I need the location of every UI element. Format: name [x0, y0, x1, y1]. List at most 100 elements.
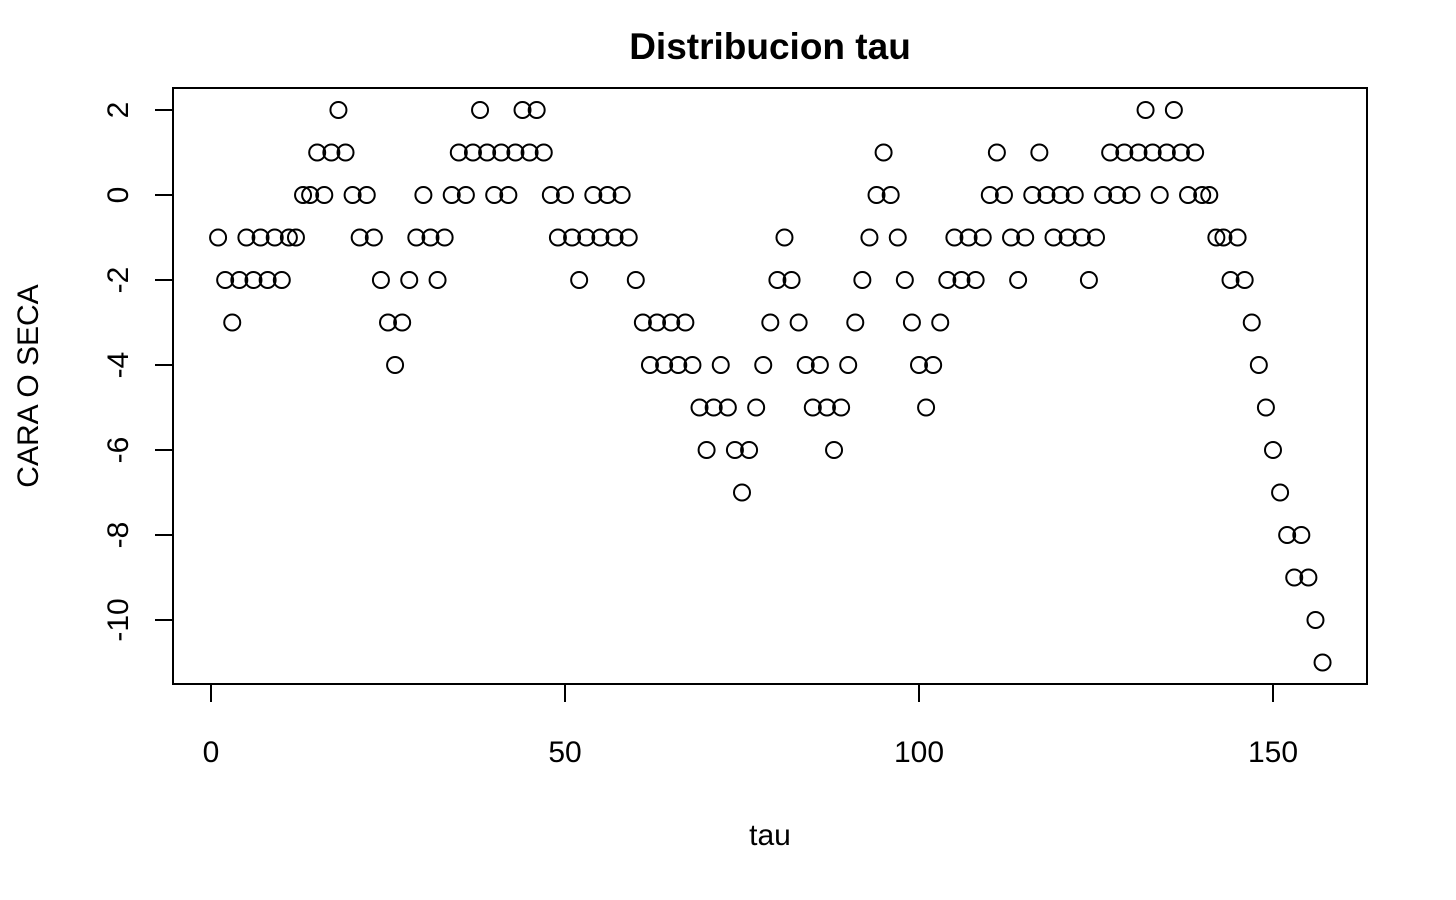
data-point [697, 441, 716, 459]
data-point [952, 271, 971, 289]
data-point [294, 186, 313, 204]
chart-title: Distribucion tau [629, 26, 911, 67]
data-point [286, 228, 305, 247]
data-point [527, 101, 546, 119]
data-point [1058, 228, 1077, 247]
data-point [499, 186, 518, 204]
data-point [492, 143, 511, 162]
x-tick-label: 150 [1248, 736, 1298, 769]
data-point [584, 186, 603, 204]
data-point [1171, 143, 1190, 162]
data-point [279, 228, 298, 247]
y-axis-label: CARA O SECA [12, 284, 45, 487]
data-point [1221, 271, 1240, 289]
data-point [570, 271, 589, 289]
data-point [931, 313, 950, 332]
data-point [1044, 228, 1063, 247]
data-point [725, 441, 744, 459]
data-point [1285, 568, 1304, 587]
data-point [860, 228, 879, 247]
data-point [796, 356, 815, 374]
data-point [1256, 398, 1275, 417]
data-point [945, 228, 964, 247]
data-point [308, 143, 327, 162]
data-point [386, 356, 405, 374]
data-point [485, 186, 504, 204]
data-point [1164, 101, 1183, 119]
data-point [258, 271, 277, 289]
data-point [343, 186, 362, 204]
data-point [966, 271, 985, 289]
data-point [888, 228, 907, 247]
y-tick-label: -2 [102, 267, 135, 294]
data-point [1122, 186, 1141, 204]
data-point [881, 186, 900, 204]
data-point [244, 271, 263, 289]
data-point [414, 186, 433, 204]
data-point [839, 356, 858, 374]
data-point [619, 228, 638, 247]
data-point [230, 271, 249, 289]
data-point [662, 313, 681, 332]
data-point [704, 398, 723, 417]
data-point [329, 101, 348, 119]
data-point [740, 441, 759, 459]
data-point [1214, 228, 1233, 247]
data-point [803, 398, 822, 417]
data-point [718, 398, 737, 417]
data-point [478, 143, 497, 162]
data-point [1193, 186, 1212, 204]
data-point [506, 143, 525, 162]
data-point [761, 313, 780, 332]
data-point [987, 143, 1006, 162]
data-point [428, 271, 447, 289]
data-point [1313, 653, 1332, 672]
data-point [1235, 271, 1254, 289]
data-point [1242, 313, 1261, 332]
data-point [1186, 143, 1205, 162]
data-point [1143, 143, 1162, 162]
data-point [421, 228, 440, 247]
data-point [1150, 186, 1169, 204]
y-tick-label: -8 [102, 522, 135, 549]
data-point [1101, 143, 1120, 162]
data-point [612, 186, 631, 204]
data-point [371, 271, 390, 289]
data-point [463, 143, 482, 162]
data-point [867, 186, 886, 204]
x-tick-label: 50 [548, 736, 581, 769]
data-point [435, 228, 454, 247]
data-point [605, 228, 624, 247]
data-point [1306, 611, 1325, 629]
y-tick-label: -6 [102, 437, 135, 464]
data-point [626, 271, 645, 289]
data-point [648, 313, 667, 332]
data-point [902, 313, 921, 332]
data-point [442, 186, 461, 204]
data-point [775, 228, 794, 247]
plot-frame [172, 87, 1368, 685]
data-point [640, 356, 659, 374]
data-point [1207, 228, 1226, 247]
data-point [520, 143, 539, 162]
data-point [556, 186, 574, 204]
data-point [747, 398, 766, 417]
data-point [209, 228, 228, 247]
data-point [1299, 568, 1318, 587]
y-tick-label: -10 [102, 598, 135, 641]
data-point [711, 356, 730, 374]
data-point [1179, 186, 1198, 204]
data-point [216, 271, 235, 289]
data-point [1009, 271, 1028, 289]
data-point [1108, 186, 1127, 204]
data-point [223, 313, 242, 332]
data-point [1079, 271, 1098, 289]
data-point [676, 313, 695, 332]
y-tick-label: 2 [102, 102, 135, 119]
data-point [1002, 228, 1021, 247]
data-point [768, 271, 787, 289]
data-point [471, 101, 490, 119]
data-point [1271, 483, 1290, 502]
data-point [633, 313, 652, 332]
data-point [832, 398, 851, 417]
